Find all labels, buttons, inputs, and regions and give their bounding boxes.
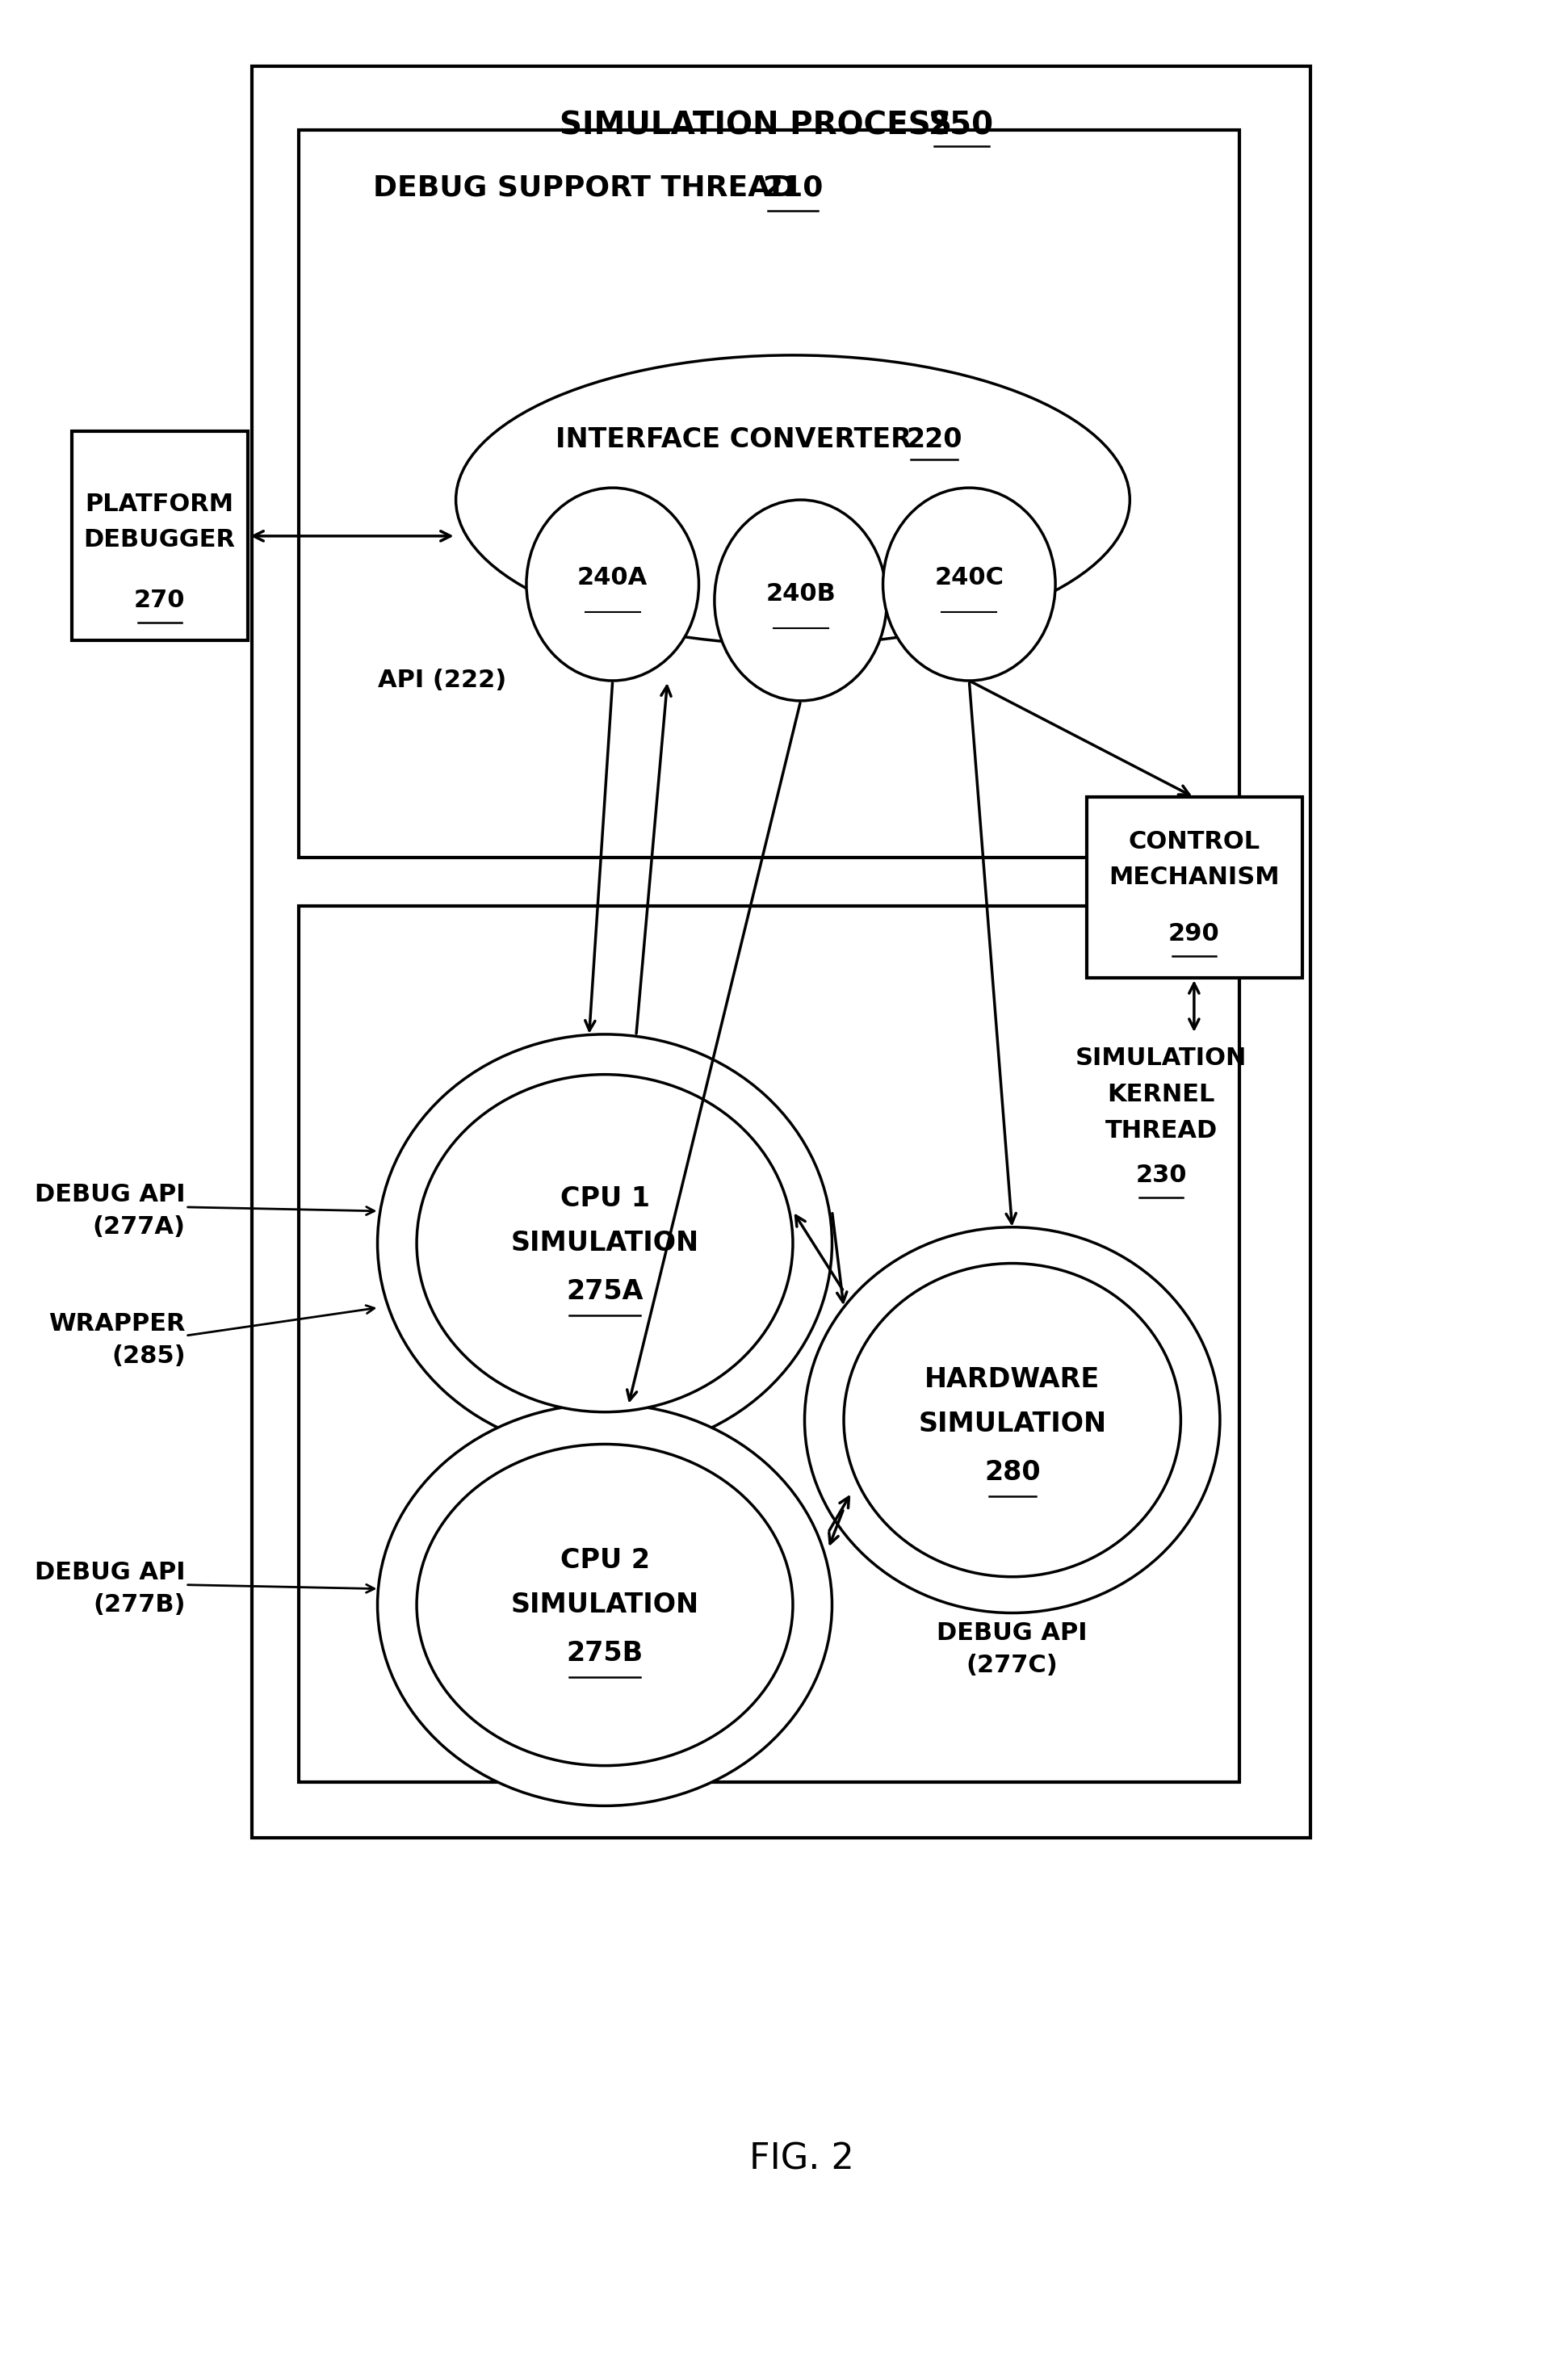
Text: INTERFACE CONVERTER: INTERFACE CONVERTER [555, 426, 920, 452]
Text: 280: 280 [985, 1460, 1041, 1486]
Text: 270: 270 [133, 590, 185, 611]
Text: DEBUG API: DEBUG API [938, 1622, 1088, 1646]
Bar [1087, 797, 1301, 977]
Ellipse shape [715, 499, 887, 702]
Ellipse shape [844, 1263, 1181, 1577]
Text: FIG. 2: FIG. 2 [750, 2143, 855, 2176]
Text: CPU 1: CPU 1 [560, 1187, 649, 1213]
Text: 210: 210 [762, 174, 823, 202]
Ellipse shape [378, 1403, 833, 1805]
Ellipse shape [527, 487, 699, 680]
Text: (277C): (277C) [966, 1653, 1058, 1676]
Text: DEBUGGER: DEBUGGER [83, 528, 235, 552]
Bar [299, 906, 1240, 1781]
Text: API (222): API (222) [378, 668, 506, 692]
Text: 240A: 240A [577, 566, 648, 590]
Text: (285): (285) [111, 1344, 185, 1367]
Text: DEBUG API: DEBUG API [34, 1184, 185, 1206]
Text: KERNEL: KERNEL [1107, 1082, 1215, 1106]
Text: 220: 220 [906, 426, 961, 452]
Ellipse shape [378, 1034, 833, 1453]
Text: THREAD: THREAD [1105, 1120, 1217, 1141]
Text: WRAPPER: WRAPPER [49, 1313, 185, 1336]
Ellipse shape [883, 487, 1055, 680]
Text: 250: 250 [928, 109, 994, 140]
Text: PLATFORM: PLATFORM [85, 492, 234, 516]
Text: (277B): (277B) [93, 1593, 185, 1617]
Text: SIMULATION: SIMULATION [1076, 1046, 1247, 1070]
Ellipse shape [417, 1443, 793, 1764]
Text: 275A: 275A [566, 1277, 643, 1306]
Text: SIMULATION: SIMULATION [511, 1229, 699, 1256]
Text: 240C: 240C [935, 566, 1004, 590]
Ellipse shape [417, 1075, 793, 1413]
Bar [299, 131, 1240, 858]
Text: 290: 290 [1168, 923, 1220, 946]
Text: DEBUG API: DEBUG API [34, 1560, 185, 1584]
Bar [72, 430, 248, 640]
Text: DEBUG SUPPORT THREAD: DEBUG SUPPORT THREAD [373, 174, 804, 202]
Text: MECHANISM: MECHANISM [1109, 866, 1279, 889]
Text: SIMULATION PROCESS: SIMULATION PROCESS [560, 109, 963, 140]
Text: 240B: 240B [765, 583, 836, 606]
Bar [252, 67, 1309, 1838]
Ellipse shape [456, 354, 1131, 644]
Text: HARDWARE: HARDWARE [925, 1367, 1101, 1394]
Text: 275B: 275B [566, 1641, 643, 1667]
Text: SIMULATION: SIMULATION [919, 1410, 1107, 1436]
Ellipse shape [804, 1227, 1220, 1612]
Text: CPU 2: CPU 2 [560, 1548, 649, 1574]
Text: 230: 230 [1135, 1163, 1187, 1187]
Text: (277A): (277A) [93, 1215, 185, 1239]
Text: SIMULATION: SIMULATION [511, 1591, 699, 1617]
Text: CONTROL: CONTROL [1129, 830, 1261, 854]
